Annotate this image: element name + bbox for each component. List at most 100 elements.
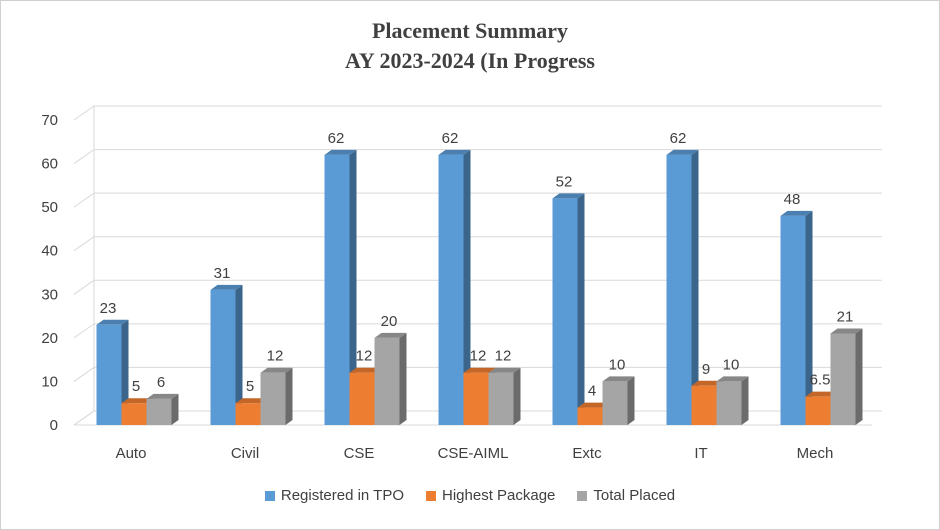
bar [121, 403, 147, 425]
bar-top [552, 193, 585, 199]
bar-side [855, 328, 863, 425]
gridline [73, 149, 882, 164]
y-tick-label: 30 [41, 286, 58, 303]
x-tick-label: Mech [797, 445, 834, 462]
data-label: 62 [328, 130, 345, 147]
bar-side [285, 367, 293, 425]
bar-top [374, 332, 407, 338]
bar-top [324, 149, 357, 155]
bar [805, 396, 831, 425]
data-label: 4 [588, 383, 596, 400]
data-label: 12 [356, 348, 373, 365]
bar-top [691, 380, 724, 386]
y-tick-label: 70 [41, 112, 58, 129]
bar-top [805, 391, 838, 397]
bar [666, 154, 692, 425]
legend-swatch [426, 490, 436, 501]
bar [488, 372, 514, 425]
data-label: 5 [246, 378, 254, 395]
gridline [73, 236, 882, 252]
bar-side [121, 319, 129, 425]
data-label: 31 [214, 265, 231, 282]
bar [374, 337, 400, 425]
bar-side [627, 376, 635, 425]
data-label: 62 [442, 130, 459, 147]
data-label: 5 [132, 378, 140, 395]
legend: Registered in TPO Highest Package Total Pl… [0, 487, 940, 504]
gridline [73, 105, 882, 121]
bar [210, 289, 236, 425]
bar-side [513, 367, 521, 425]
bar-side [741, 376, 749, 425]
x-tick-label: CSE-AIML [438, 445, 509, 462]
data-label: 10 [723, 356, 740, 373]
bar [235, 403, 261, 425]
y-tick-label: 60 [41, 156, 58, 173]
bar [602, 381, 628, 425]
data-label: 48 [784, 191, 801, 208]
chart-subtitle: AY 2023-2024 (In Progress [345, 48, 595, 73]
bar-top [235, 398, 268, 404]
bar-top [463, 367, 496, 373]
data-label: 9 [702, 361, 710, 378]
legend-swatch [577, 490, 588, 501]
bar [349, 372, 375, 425]
y-tick-label: 20 [41, 330, 58, 347]
bar [438, 154, 464, 425]
legend-label: Total Placed [593, 487, 676, 504]
gridline [73, 192, 882, 208]
bar [552, 198, 578, 425]
data-label: 23 [100, 300, 117, 317]
bar-top [666, 149, 699, 155]
data-label: 20 [381, 313, 398, 330]
x-tick-label: CSE [344, 445, 375, 462]
legend-item: Registered in TPO [264, 487, 404, 504]
y-tick-label: 0 [50, 417, 58, 434]
bar-side [805, 210, 813, 425]
bar-top [577, 402, 610, 408]
bar-side [577, 193, 585, 425]
legend-label: Highest Package [442, 487, 556, 504]
bar-side [691, 149, 699, 425]
bar-top [830, 328, 863, 334]
bar [780, 215, 806, 425]
bar-side [349, 149, 357, 425]
legend-item: Highest Package [426, 487, 555, 504]
bar-top [96, 319, 129, 325]
bar-top [716, 376, 749, 382]
data-label: 62 [670, 130, 687, 147]
data-label: 21 [837, 309, 854, 326]
bar-side [399, 332, 407, 425]
bar [577, 407, 603, 425]
legend-item: Total Placed [577, 487, 675, 504]
bar-top [602, 376, 635, 382]
bar [324, 154, 350, 425]
data-label: 12 [495, 348, 512, 365]
bar-side [171, 393, 179, 425]
bar [463, 372, 489, 425]
y-tick-label: 50 [41, 199, 58, 216]
bar-top [349, 367, 382, 373]
bar [691, 385, 717, 425]
bar-top [438, 149, 471, 155]
bar-top [210, 284, 243, 290]
bar [716, 381, 742, 425]
data-label: 10 [609, 356, 626, 373]
chart-title: Placement Summary [371, 18, 569, 43]
bar-top [780, 210, 813, 216]
data-label: 6.5 [810, 372, 831, 389]
data-label: 12 [267, 348, 284, 365]
data-label: 6 [157, 374, 165, 391]
bar [146, 398, 172, 425]
bar-top [146, 393, 179, 399]
bar-side [463, 149, 471, 425]
x-tick-label: Civil [231, 445, 259, 462]
legend-swatch [264, 490, 275, 501]
bar-top [121, 398, 154, 404]
bar [96, 324, 122, 425]
gridline [73, 323, 882, 339]
bar [830, 333, 856, 425]
y-tick-label: 10 [41, 373, 58, 390]
bar-top [260, 367, 293, 373]
